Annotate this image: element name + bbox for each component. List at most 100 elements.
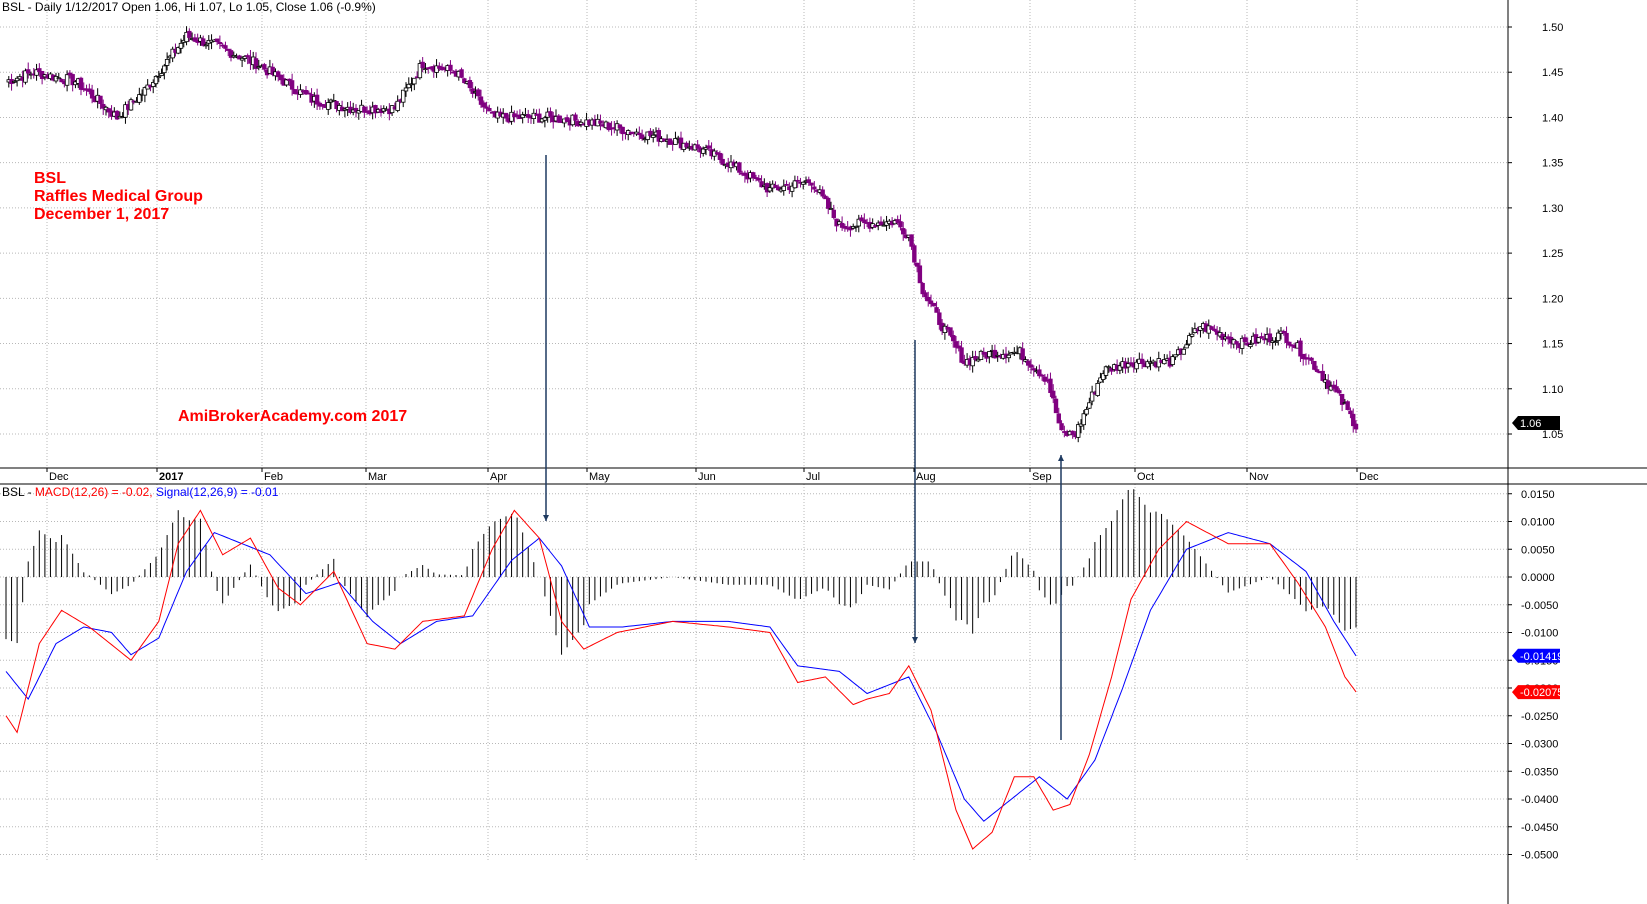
x-tick-label: Oct bbox=[1137, 471, 1154, 483]
candle-body bbox=[1089, 391, 1095, 402]
candle-body bbox=[1339, 393, 1345, 405]
candle-body bbox=[556, 115, 561, 123]
last-macd-badge: -0.02075 bbox=[1512, 685, 1563, 700]
candle-body bbox=[1126, 363, 1131, 368]
candle-body bbox=[826, 197, 831, 209]
grid-lines bbox=[0, 0, 1508, 860]
annotation-watermark: AmiBrokerAcademy.com 2017 bbox=[178, 408, 408, 425]
candle-body bbox=[1181, 348, 1186, 355]
candle-body bbox=[842, 225, 848, 229]
candle-body bbox=[953, 341, 959, 348]
candle-body bbox=[1284, 332, 1289, 343]
candle-body bbox=[809, 182, 814, 186]
candle-body bbox=[1059, 423, 1064, 431]
candle-body bbox=[170, 48, 175, 59]
macd-line bbox=[5, 509, 1357, 850]
annotation-ticker: BSL bbox=[34, 170, 66, 187]
candle-body bbox=[1184, 344, 1189, 349]
candle-body bbox=[1051, 390, 1056, 399]
last-signal-badge: -0.01419 bbox=[1512, 648, 1563, 663]
x-tick-label: May bbox=[589, 471, 610, 483]
candle-body bbox=[476, 89, 481, 97]
candle-body bbox=[828, 208, 834, 210]
candle-body bbox=[114, 110, 120, 120]
candle-body bbox=[1353, 423, 1359, 430]
candle-body bbox=[548, 111, 553, 117]
candle-body bbox=[178, 42, 184, 49]
candle-body bbox=[1081, 413, 1086, 426]
annotation-arrow-head bbox=[1058, 455, 1064, 461]
candle-body bbox=[217, 42, 223, 44]
candle-body bbox=[481, 102, 486, 108]
candle-body bbox=[639, 134, 645, 139]
candle-body bbox=[59, 78, 64, 83]
candle-body bbox=[1312, 360, 1317, 370]
candle-body bbox=[806, 179, 811, 184]
candle-body bbox=[914, 262, 920, 267]
candle-body bbox=[1248, 344, 1253, 348]
candle-body bbox=[278, 74, 284, 81]
candle-body bbox=[706, 145, 711, 149]
candle-body bbox=[353, 107, 359, 112]
candle-body bbox=[395, 100, 400, 111]
candle-body bbox=[434, 65, 439, 73]
candle-body bbox=[956, 345, 961, 349]
candle-body bbox=[973, 355, 978, 360]
candle-body bbox=[823, 195, 828, 200]
candle-body bbox=[326, 102, 331, 110]
candle-body bbox=[1212, 328, 1217, 331]
candle-body bbox=[1139, 358, 1145, 364]
candle-body bbox=[1006, 354, 1011, 359]
candle-body bbox=[156, 76, 161, 79]
candle-body bbox=[1098, 377, 1103, 383]
candle-body bbox=[1276, 332, 1281, 342]
candle-body bbox=[401, 89, 406, 103]
candle-body bbox=[1281, 331, 1286, 334]
candle-body bbox=[931, 302, 936, 307]
candle-body bbox=[162, 65, 167, 74]
candle-body bbox=[137, 94, 142, 103]
candle-body bbox=[648, 130, 653, 137]
candle-body bbox=[226, 48, 231, 51]
candle-body bbox=[1145, 361, 1150, 368]
candle-body bbox=[164, 59, 170, 66]
candle-body bbox=[917, 265, 923, 284]
candle-body bbox=[751, 172, 756, 179]
candle-body bbox=[292, 89, 298, 95]
candle-body bbox=[303, 90, 309, 95]
candle-body bbox=[1298, 340, 1303, 357]
candle-body bbox=[720, 158, 725, 165]
candle-body bbox=[901, 228, 906, 235]
candle-body bbox=[467, 80, 473, 89]
candle-body bbox=[106, 108, 111, 113]
candle-body bbox=[1101, 373, 1106, 380]
candle-body bbox=[176, 47, 181, 54]
candle-body bbox=[898, 221, 903, 228]
macd-histogram bbox=[5, 489, 1357, 655]
candle-body bbox=[1262, 338, 1267, 341]
candle-body bbox=[789, 185, 795, 192]
candle-body bbox=[853, 225, 859, 228]
last-macd-badge-shape bbox=[1512, 685, 1560, 700]
candle-body bbox=[717, 152, 723, 160]
candle-body bbox=[1039, 374, 1045, 377]
candle-body bbox=[695, 144, 700, 149]
candle-body bbox=[573, 114, 578, 121]
candle-body bbox=[862, 219, 867, 224]
candle-body bbox=[306, 92, 311, 95]
axes: 1.50 1.45 1.40 1.35 1.30 1.25 1.20 1.15 1.10 1.05… bbox=[46, 22, 1563, 862]
candle-body bbox=[242, 55, 248, 59]
candle-body bbox=[98, 95, 103, 104]
macd-y-tick-label: 0.0050 bbox=[1521, 544, 1555, 556]
candle-body bbox=[270, 66, 275, 75]
candle-body bbox=[192, 37, 198, 42]
x-tick-label: 2017 bbox=[159, 471, 183, 483]
candle-body bbox=[1320, 370, 1325, 381]
candle-body bbox=[201, 38, 206, 46]
candle-body bbox=[228, 50, 234, 58]
candle-body bbox=[537, 113, 542, 123]
candle-body bbox=[1334, 386, 1339, 393]
candle-body bbox=[1020, 348, 1025, 361]
price-candles bbox=[6, 26, 1359, 443]
